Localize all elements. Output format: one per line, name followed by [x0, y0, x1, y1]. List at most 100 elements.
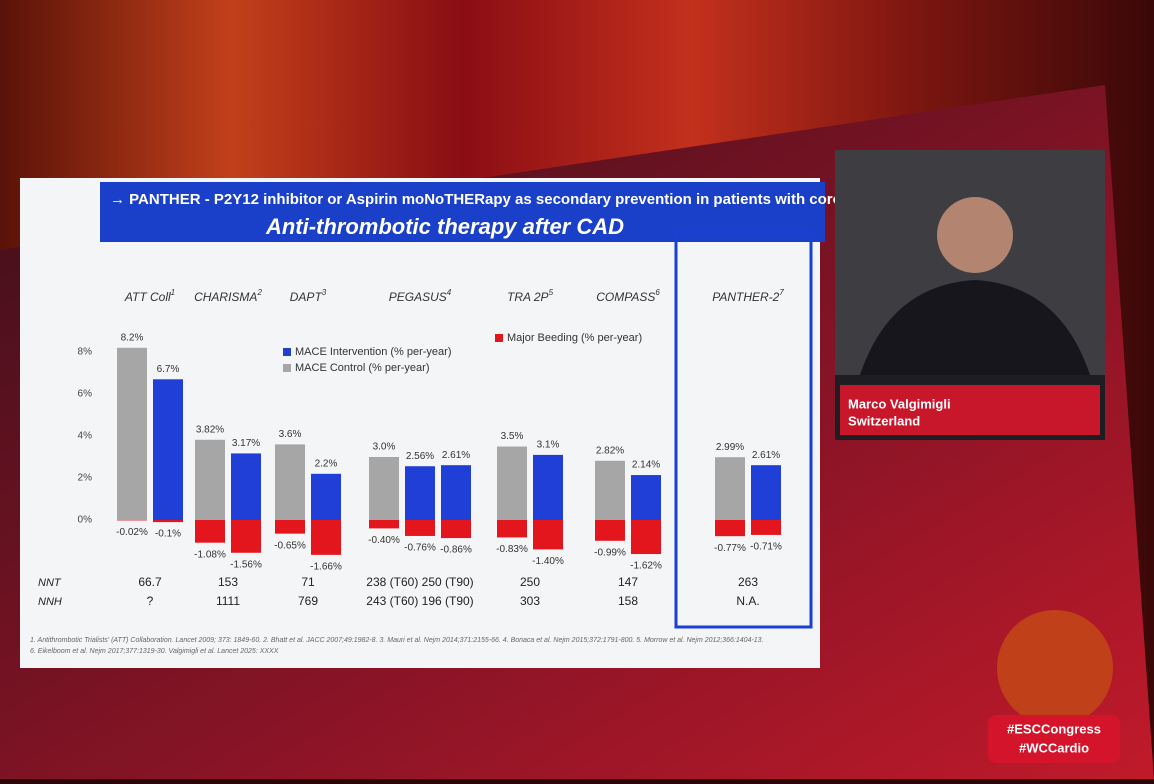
speaker-country: Switzerland [848, 413, 920, 428]
group-sup: 2 [256, 288, 262, 297]
bleed-bar [153, 520, 183, 522]
hashtag: #ESCCongress [1007, 721, 1101, 736]
mace-bar [715, 457, 745, 520]
nnt-value: 263 [738, 575, 758, 589]
mace-bar [631, 475, 661, 520]
group-label: DAPT3 [290, 288, 327, 304]
nnt-value: 71 [301, 575, 315, 589]
y-tick-label: 6% [78, 389, 93, 400]
nnh-value: 303 [520, 594, 540, 608]
bleed-bar [595, 520, 625, 541]
mace-bar [751, 465, 781, 520]
bleed-label: -0.71% [750, 542, 782, 553]
mace-bar [117, 348, 147, 520]
mace-bar [595, 461, 625, 520]
mace-bar [153, 379, 183, 520]
group-label: TRA 2P5 [507, 288, 554, 304]
y-tick-label: 0% [78, 515, 93, 526]
legend-swatch [283, 364, 291, 372]
nnt-value: 153 [218, 575, 238, 589]
bleed-label: -1.66% [310, 562, 342, 573]
mace-bar [195, 440, 225, 520]
nnh-value: 243 (T60) 196 (T90) [366, 594, 473, 608]
group-name: CHARISMA [194, 290, 257, 304]
mace-label: 3.82% [196, 424, 224, 435]
group-sup: 4 [447, 288, 452, 297]
group-name: ATT Coll [124, 290, 171, 304]
mace-label: 3.6% [279, 429, 302, 440]
mace-label: 3.1% [537, 440, 560, 451]
footnote: 1. Antithrombotic Trialists' (ATT) Colla… [30, 637, 764, 644]
legend-label: MACE Control (% per-year) [295, 362, 429, 374]
group-label: COMPASS6 [596, 288, 660, 304]
bleed-label: -0.76% [404, 543, 436, 554]
bleed-label: -1.40% [532, 556, 564, 567]
nnh-value: 769 [298, 594, 318, 608]
mace-bar [369, 457, 399, 520]
mace-bar [497, 447, 527, 521]
y-tick-label: 4% [78, 431, 93, 442]
group-sup: 5 [549, 288, 554, 297]
bleed-bar [441, 520, 471, 538]
mace-bar [405, 466, 435, 520]
nnh-value: ? [147, 594, 154, 608]
mace-label: 6.7% [157, 364, 180, 375]
mace-bar [441, 465, 471, 520]
group-label: CHARISMA2 [194, 288, 262, 304]
bleed-bar [369, 520, 399, 528]
mace-label: 2.82% [596, 445, 624, 456]
legend-label: Major Beeding (% per-year) [507, 332, 642, 344]
mace-bar [533, 455, 563, 520]
bleed-label: -1.08% [194, 549, 226, 560]
mace-label: 2.99% [716, 442, 744, 453]
mace-label: 3.5% [501, 431, 524, 442]
speaker-head [937, 197, 1013, 273]
bleed-label: -1.56% [230, 559, 262, 570]
group-name: PANTHER-2 [712, 290, 779, 304]
bleed-bar [715, 520, 745, 536]
group-sup: 1 [171, 288, 175, 297]
mace-bar [275, 444, 305, 520]
mace-label: 2.61% [752, 450, 780, 461]
bleed-label: -0.83% [496, 544, 528, 555]
mace-bar [311, 474, 341, 520]
group-sup: 6 [655, 288, 660, 297]
group-name: DAPT [290, 290, 324, 304]
banner: → PANTHER - P2Y12 inhibitor or Aspirin m… [110, 191, 863, 208]
group-sup: 7 [779, 288, 784, 297]
bleed-label: -0.86% [440, 545, 472, 556]
bleed-bar [311, 520, 341, 555]
bleed-label: -1.62% [630, 561, 662, 572]
nnh-value: 1111 [216, 594, 240, 608]
row-label: NNH [38, 596, 62, 608]
group-name: COMPASS [596, 290, 655, 304]
mace-label: 3.0% [373, 442, 396, 453]
nnh-value: N.A. [736, 594, 759, 608]
bleed-bar [533, 520, 563, 549]
mace-label: 2.61% [442, 450, 470, 461]
bleed-label: -0.99% [594, 547, 626, 558]
bleed-bar [751, 520, 781, 535]
globe [997, 610, 1113, 726]
y-tick-label: 8% [78, 347, 93, 358]
nnh-value: 158 [618, 594, 638, 608]
nnt-value: 250 [520, 575, 540, 589]
bleed-label: -0.1% [155, 529, 181, 540]
legend-swatch [495, 334, 503, 342]
bleed-bar [497, 520, 527, 537]
bleed-label: -0.40% [368, 535, 400, 546]
chart-title: Anti-thrombotic therapy after CAD [265, 214, 624, 239]
bleed-label: -0.65% [274, 540, 306, 551]
speaker-name: Marco Valgimigli [848, 396, 951, 411]
group-sup: 3 [322, 288, 327, 297]
legend-swatch [283, 348, 291, 356]
y-tick-label: 2% [78, 473, 93, 484]
mace-label: 2.14% [632, 460, 660, 471]
bleed-label: -0.02% [116, 527, 148, 538]
bleed-bar [231, 520, 261, 553]
group-label: ATT Coll1 [124, 288, 175, 304]
group-label: PEGASUS4 [389, 288, 452, 304]
bleed-bar [195, 520, 225, 543]
